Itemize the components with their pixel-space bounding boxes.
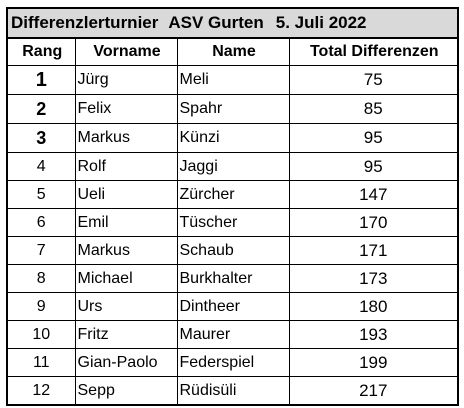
table-row: 1 Jürg Meli 75 bbox=[6, 65, 459, 95]
last-name-cell: Rüdisüli bbox=[176, 376, 290, 406]
total-cell: 193 bbox=[288, 320, 459, 349]
title-row: Differenzlerturnier ASV Gurten 5. Juli 202… bbox=[5, 7, 460, 39]
first-name-cell: Markus bbox=[74, 236, 178, 265]
first-name-cell: Felix bbox=[74, 94, 178, 124]
table-title: Differenzlerturnier ASV Gurten 5. Juli 202… bbox=[5, 7, 460, 39]
rank-cell: 9 bbox=[6, 292, 76, 321]
rank-cell: 8 bbox=[6, 264, 76, 293]
first-name-cell: Gian-Paolo bbox=[74, 348, 178, 377]
rank-cell: 1 bbox=[6, 65, 76, 95]
title-date: 5. Juli 2022 bbox=[275, 13, 367, 32]
rank-cell: 7 bbox=[6, 236, 76, 265]
title-event: Differenzlerturnier bbox=[11, 13, 159, 32]
table-row: 6 Emil Tüscher 170 bbox=[6, 208, 459, 237]
total-cell: 171 bbox=[288, 236, 459, 265]
first-name-cell: Jürg bbox=[74, 65, 178, 95]
rank-cell: 4 bbox=[6, 152, 76, 181]
results-table: Differenzlerturnier ASV Gurten 5. Juli 202… bbox=[5, 7, 460, 406]
first-name-cell: Rolf bbox=[74, 152, 178, 181]
first-name-cell: Emil bbox=[74, 208, 178, 237]
table-row: 7 Markus Schaub 171 bbox=[6, 236, 459, 265]
last-name-cell: Meli bbox=[176, 65, 290, 95]
column-header-rank: Rang bbox=[6, 37, 76, 66]
last-name-cell: Spahr bbox=[176, 94, 290, 124]
rank-cell: 10 bbox=[6, 320, 76, 349]
last-name-cell: Burkhalter bbox=[176, 264, 290, 293]
column-header-last-name: Name bbox=[176, 37, 290, 66]
column-header-total: Total Differenzen bbox=[288, 37, 459, 66]
header-row: Rang Vorname Name Total Differenzen bbox=[6, 37, 459, 66]
first-name-cell: Sepp bbox=[74, 376, 178, 406]
total-cell: 95 bbox=[288, 152, 459, 181]
first-name-cell: Michael bbox=[74, 264, 178, 293]
rank-cell: 6 bbox=[6, 208, 76, 237]
rank-cell: 5 bbox=[6, 180, 76, 209]
table-row: 4 Rolf Jaggi 95 bbox=[6, 152, 459, 181]
table-row: 10 Fritz Maurer 193 bbox=[6, 320, 459, 349]
total-cell: 85 bbox=[288, 94, 459, 124]
total-cell: 180 bbox=[288, 292, 459, 321]
results-sheet: Differenzlerturnier ASV Gurten 5. Juli 202… bbox=[5, 7, 460, 406]
rank-cell: 2 bbox=[6, 94, 76, 124]
total-cell: 173 bbox=[288, 264, 459, 293]
first-name-cell: Ueli bbox=[74, 180, 178, 209]
first-name-cell: Urs bbox=[74, 292, 178, 321]
title-club: ASV Gurten bbox=[168, 13, 264, 32]
table-row: 9 Urs Dintheer 180 bbox=[6, 292, 459, 321]
total-cell: 217 bbox=[288, 376, 459, 406]
total-cell: 75 bbox=[288, 65, 459, 95]
table-row: 12 Sepp Rüdisüli 217 bbox=[6, 376, 459, 406]
rank-cell: 3 bbox=[6, 123, 76, 153]
table-row: 3 Markus Künzi 95 bbox=[6, 123, 459, 153]
last-name-cell: Dintheer bbox=[176, 292, 290, 321]
total-cell: 170 bbox=[288, 208, 459, 237]
total-cell: 199 bbox=[288, 348, 459, 377]
column-header-first-name: Vorname bbox=[74, 37, 178, 66]
last-name-cell: Maurer bbox=[176, 320, 290, 349]
total-cell: 95 bbox=[288, 123, 459, 153]
table-row: 5 Ueli Zürcher 147 bbox=[6, 180, 459, 209]
total-cell: 147 bbox=[288, 180, 459, 209]
last-name-cell: Jaggi bbox=[176, 152, 290, 181]
last-name-cell: Künzi bbox=[176, 123, 290, 153]
first-name-cell: Fritz bbox=[74, 320, 178, 349]
rank-cell: 12 bbox=[6, 376, 76, 406]
table-row: 8 Michael Burkhalter 173 bbox=[6, 264, 459, 293]
table-row: 11 Gian-Paolo Federspiel 199 bbox=[6, 348, 459, 377]
table-row: 2 Felix Spahr 85 bbox=[6, 94, 459, 124]
rank-cell: 11 bbox=[6, 348, 76, 377]
last-name-cell: Schaub bbox=[176, 236, 290, 265]
first-name-cell: Markus bbox=[74, 123, 178, 153]
last-name-cell: Tüscher bbox=[176, 208, 290, 237]
last-name-cell: Zürcher bbox=[176, 180, 290, 209]
last-name-cell: Federspiel bbox=[176, 348, 290, 377]
